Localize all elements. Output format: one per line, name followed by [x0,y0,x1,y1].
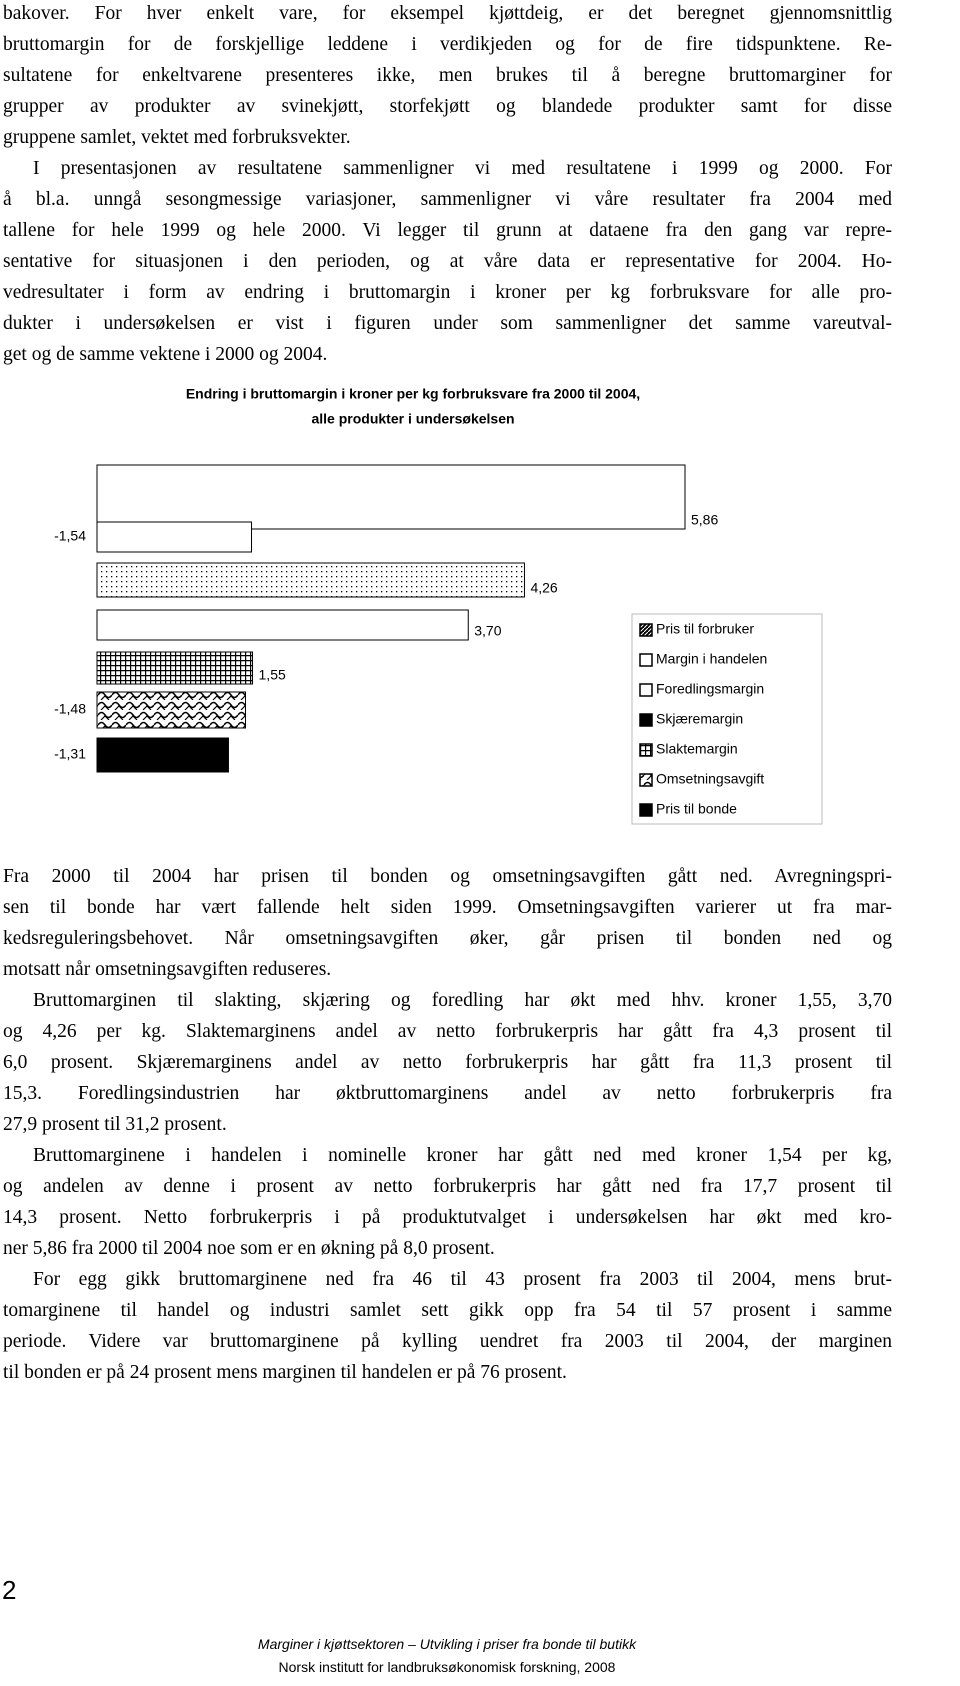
data-label: -1,31 [54,746,86,762]
text-line: dukter i undersøkelsen er vist i figuren… [3,313,892,334]
data-label: -1,48 [54,701,86,717]
text-line: Bruttomarginen til slakting, skjæring og… [33,990,892,1011]
chart-title: Endring i bruttomargin i kroner per kg f… [186,386,640,402]
legend-label: Slaktemargin [656,741,738,757]
text-line: og 4,26 per kg. Slaktemarginens andel av… [3,1021,892,1042]
legend-swatch [639,683,653,697]
bar [96,691,247,729]
legend-label: Foredlingsmargin [656,681,764,697]
text-line: sultatene for enkeltvarene presenteres i… [3,65,892,86]
data-label: 4,26 [530,580,557,596]
text-line: 14,3 prosent. Netto forbrukerpris i på p… [3,1207,892,1228]
legend-swatch [639,803,653,817]
legend-swatch [639,653,653,667]
text-line: til bonden er på 24 prosent mens margine… [3,1362,567,1383]
text-line: 15,3. Foredlingsindustrien har øktbrutto… [3,1083,892,1104]
bar [96,651,254,685]
text-line: 6,0 prosent. Skjæremarginens andel av ne… [3,1052,892,1073]
text-line: bruttomargin for de forskjellige leddene… [3,34,892,55]
footer-line: Norsk institutt for landbruksøkonomisk f… [278,1659,616,1675]
legend-label: Omsetningsavgift [656,771,764,787]
text-line: å bl.a. unngå sesongmessige variasjoner,… [3,189,892,210]
legend-label: Pris til bonde [656,801,737,817]
data-label: 3,70 [474,623,501,639]
legend-swatch [639,773,653,787]
text-line: Fra 2000 til 2004 har prisen til bonden … [3,866,892,887]
chart: Endring i bruttomargin i kroner per kg f… [54,386,823,825]
chart-title: alle produkter i undersøkelsen [311,411,514,427]
data-label: -1,54 [54,528,86,544]
text-line: motsatt når omsetningsavgiften reduseres… [3,959,332,980]
text-line: periode. Videre var bruttomarginene på k… [3,1331,892,1352]
text-line: sen til bonde har vært fallende helt sid… [3,897,892,918]
text-line: bakover. For hver enkelt vare, for eksem… [3,3,892,24]
page-number: 2 [2,1575,17,1605]
legend-label: Margin i handelen [656,651,767,667]
text-line: 27,9 prosent til 31,2 prosent. [3,1114,227,1135]
legend-label: Pris til forbruker [656,621,754,637]
text-line: For egg gikk bruttomarginene ned fra 46 … [33,1269,892,1290]
text-line: ner 5,86 fra 2000 til 2004 noe som er en… [3,1238,495,1259]
bar [96,737,229,773]
text-line: tomarginene til handel og industri samle… [3,1300,892,1321]
text-line: Bruttomarginene i handelen i nominelle k… [33,1145,892,1166]
legend-swatch [639,713,653,727]
text-line: gruppene samlet, vektet med forbruksvekt… [3,127,351,148]
text-line: sentative for situasjonen i den perioden… [3,251,892,272]
text-line: vedresultater i form av endring i brutto… [3,282,892,303]
legend-box [631,613,823,825]
bar [96,609,469,641]
legend-swatch [639,623,653,637]
text-line: tallene for hele 1999 og hele 2000. Vi l… [3,220,892,241]
footer-line: Marginer i kjøttsektoren – Utvikling i p… [257,1636,637,1652]
bar [96,562,525,598]
data-label: 5,86 [691,512,718,528]
legend-swatch [639,743,653,757]
text-line: kedsreguleringsbehovet. Når omsetningsav… [3,928,892,949]
data-label: 1,55 [259,667,286,683]
bar [96,464,686,530]
legend-label: Skjæremargin [656,711,743,727]
text-line: get og de samme vektene i 2000 og 2004. [3,344,328,365]
text-line: grupper av produkter av svinekjøtt, stor… [3,96,892,117]
text-line: I presentasjonen av resultatene sammenli… [33,158,892,179]
text-line: og andelen av denne i prosent av netto f… [3,1176,892,1197]
bar [96,521,253,553]
